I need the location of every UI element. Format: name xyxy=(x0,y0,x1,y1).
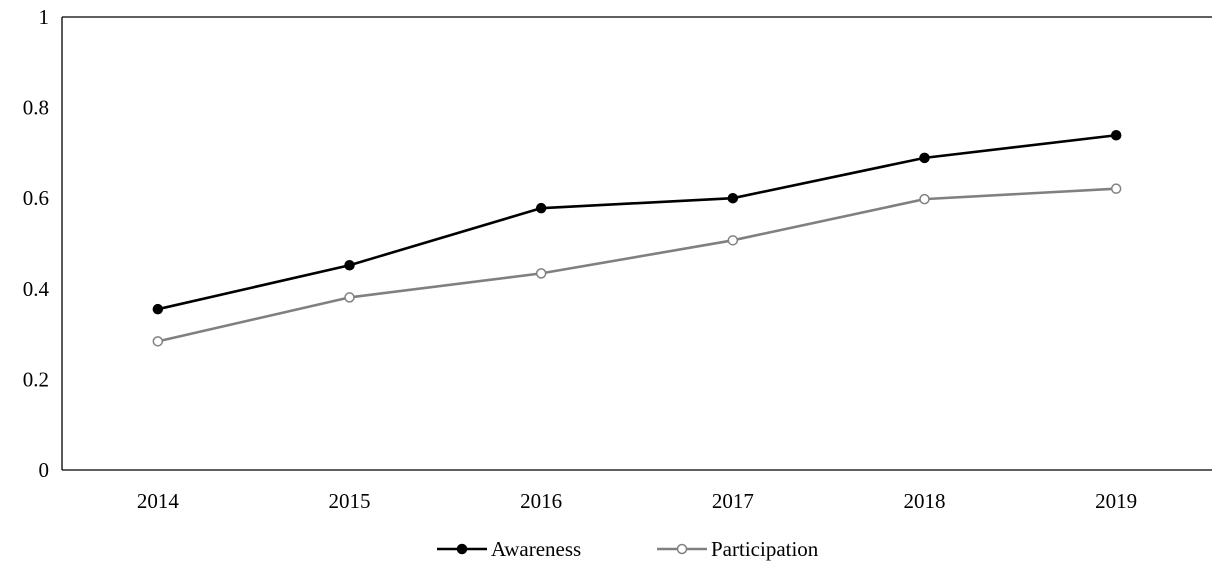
series-line xyxy=(157,187,1117,343)
y-axis-ticks: 0 0.2 0.4 0.6 0.8 1 xyxy=(23,5,50,482)
data-point xyxy=(152,336,164,347)
data-point xyxy=(919,193,930,205)
series-line xyxy=(157,133,1117,311)
y-tick-label: 0.2 xyxy=(23,367,49,391)
legend-swatch-marker xyxy=(456,543,468,555)
legend-item-participation: Participation xyxy=(657,537,819,561)
x-tick-label: 2014 xyxy=(137,489,180,513)
legend-label: Participation xyxy=(711,537,819,561)
y-tick-label: 0 xyxy=(39,458,50,482)
data-point xyxy=(919,152,930,164)
x-tick-label: 2019 xyxy=(1095,489,1137,513)
data-point xyxy=(727,235,739,246)
series-participation xyxy=(152,183,1122,347)
y-tick-label: 0.8 xyxy=(23,96,49,120)
x-tick-label: 2017 xyxy=(712,489,754,513)
data-point xyxy=(535,202,547,214)
y-tick-label: 0.6 xyxy=(23,186,49,210)
series-layer xyxy=(152,129,1122,347)
x-tick-label: 2016 xyxy=(520,489,562,513)
data-point xyxy=(1110,183,1122,194)
series-awareness xyxy=(152,129,1122,315)
data-point xyxy=(1110,129,1122,141)
plot-frame xyxy=(61,16,1212,471)
legend-swatch-marker xyxy=(676,543,688,555)
x-tick-label: 2015 xyxy=(329,489,371,513)
legend-item-awareness: Awareness xyxy=(437,537,581,561)
data-point xyxy=(727,192,739,204)
legend-label: Awareness xyxy=(491,537,581,561)
data-point xyxy=(535,268,547,279)
x-axis-ticks: 2014 2015 2016 2017 2018 2019 xyxy=(137,489,1137,513)
data-point xyxy=(152,303,164,315)
x-tick-label: 2018 xyxy=(904,489,946,513)
y-tick-label: 1 xyxy=(39,5,50,29)
data-point xyxy=(344,259,355,271)
data-point xyxy=(344,292,355,303)
legend: Awareness Participation xyxy=(437,537,819,561)
y-tick-label: 0.4 xyxy=(23,277,50,301)
